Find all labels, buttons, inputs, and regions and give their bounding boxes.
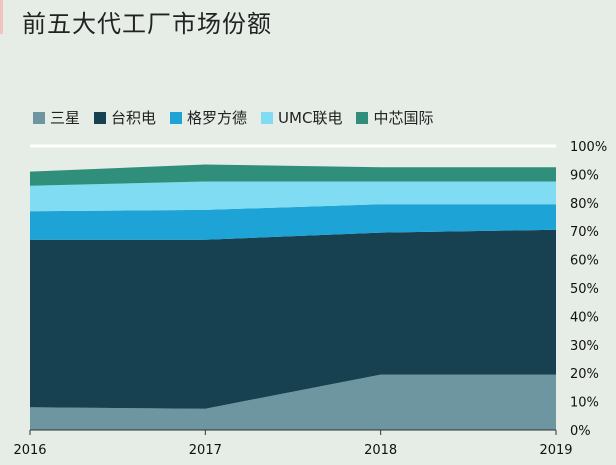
- legend-swatch-taijidian: [94, 111, 107, 124]
- y-tick-label-4: 40%: [570, 310, 599, 325]
- legend-label-taijidian: 台积电: [111, 109, 157, 127]
- legend-swatch-umc: [261, 111, 274, 124]
- y-tick-label-9: 90%: [570, 168, 599, 183]
- legend-label-umc: UMC联电: [278, 109, 343, 127]
- area-series-gelofangde: [30, 204, 556, 240]
- area-series-zhongxin: [30, 164, 556, 186]
- y-tick-label-10: 100%: [570, 140, 607, 155]
- chart-title: 前五大代工厂市场份额: [22, 10, 272, 38]
- legend-swatch-sanxing: [33, 111, 45, 124]
- legend-item-taijidian: 台积电: [94, 107, 156, 128]
- legend-label-sanxing: 三星: [50, 109, 81, 127]
- legend-swatch-gelofangde: [170, 111, 183, 124]
- y-tick-label-2: 20%: [570, 367, 599, 382]
- y-tick-label-1: 10%: [570, 396, 599, 411]
- legend-item-gelofangde: 格罗方德: [170, 107, 247, 128]
- legend-label-zhongxin: 中芯国际: [373, 109, 434, 127]
- x-tick-label-2017: 2017: [189, 443, 222, 458]
- y-tick-label-0: 0%: [570, 424, 591, 439]
- chart-legend: 三星 台积电 格罗方德 UMC联电 中芯国际: [33, 107, 447, 128]
- title-accent-bar: [0, 0, 3, 34]
- legend-item-zhongxin: 中芯国际: [356, 107, 433, 128]
- legend-item-sanxing: 三星: [33, 107, 80, 128]
- y-tick-label-8: 80%: [570, 197, 599, 212]
- x-tick-label-2018: 2018: [364, 443, 397, 458]
- x-tick-label-2016: 2016: [13, 443, 46, 458]
- y-tick-label-7: 70%: [570, 225, 599, 240]
- area-series-umc: [30, 181, 556, 212]
- legend-label-gelofangde: 格罗方德: [187, 109, 248, 127]
- legend-item-umc: UMC联电: [261, 107, 342, 128]
- area-series-sanxing: [30, 374, 556, 430]
- x-tick-label-2019: 2019: [539, 443, 572, 458]
- y-tick-label-6: 60%: [570, 254, 599, 269]
- area-series-taijidian: [30, 229, 556, 409]
- legend-swatch-zhongxin: [356, 111, 369, 124]
- y-tick-label-5: 50%: [570, 282, 599, 297]
- y-tick-label-3: 30%: [570, 339, 599, 354]
